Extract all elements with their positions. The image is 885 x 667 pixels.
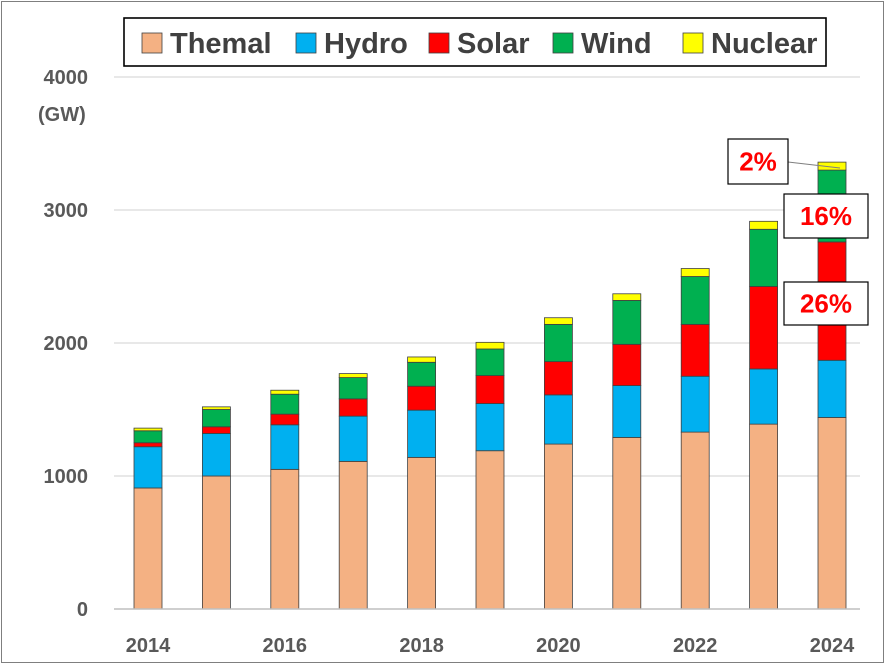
legend-swatch-hydro bbox=[295, 32, 317, 54]
bar-hydro-2014 bbox=[133, 446, 163, 489]
y-tick-label-1000: 1000 bbox=[44, 466, 89, 488]
bar-nuclear-2015 bbox=[201, 406, 231, 410]
legend-swatch-themal bbox=[141, 32, 163, 54]
bar-solar-2015 bbox=[201, 426, 231, 434]
bar-nuclear-2018 bbox=[407, 356, 437, 363]
legend-swatch-nuclear bbox=[682, 32, 704, 54]
legend-label-wind: Wind bbox=[581, 28, 652, 60]
bar-solar-2017 bbox=[338, 398, 368, 417]
callout-label-2pct: 2% bbox=[739, 147, 777, 177]
legend-swatch-solar bbox=[428, 32, 450, 54]
y-tick-label-3000: 3000 bbox=[44, 200, 89, 222]
bar-themal-2020 bbox=[544, 443, 573, 610]
bar-wind-2014 bbox=[133, 430, 163, 444]
legend-label-nuclear: Nuclear bbox=[711, 28, 817, 60]
bar-wind-2018 bbox=[407, 361, 437, 387]
bar-hydro-2023 bbox=[749, 368, 778, 425]
legend-label-hydro: Hydro bbox=[324, 28, 408, 60]
bar-themal-2016 bbox=[270, 468, 300, 610]
legend-swatch-wind bbox=[552, 32, 574, 54]
bar-themal-2014 bbox=[133, 487, 163, 610]
bar-hydro-2022 bbox=[680, 375, 710, 433]
bar-wind-2019 bbox=[475, 348, 505, 376]
bar-themal-2017 bbox=[338, 460, 368, 610]
legend-label-themal: Themal bbox=[170, 28, 272, 60]
legend-box bbox=[123, 17, 827, 67]
bar-solar-2023 bbox=[749, 286, 778, 370]
bar-solar-2014 bbox=[133, 442, 163, 448]
callout-label-26pct: 26% bbox=[800, 289, 852, 319]
x-tick-label-2020: 2020 bbox=[536, 635, 581, 657]
bar-nuclear-2016 bbox=[270, 389, 300, 395]
bar-nuclear-2017 bbox=[338, 373, 368, 378]
x-tick-label-2022: 2022 bbox=[673, 635, 718, 657]
legend: Themal Hydro Solar Wind Nuclear bbox=[123, 17, 827, 67]
callout-box-2pct bbox=[727, 138, 789, 185]
bar-hydro-2021 bbox=[612, 385, 642, 438]
bar-nuclear-2024 bbox=[817, 161, 847, 171]
y-axis-unit-label: (GW) bbox=[38, 104, 86, 126]
bar-hydro-2016 bbox=[270, 424, 300, 470]
bar-nuclear-2022 bbox=[680, 268, 710, 277]
bar-nuclear-2014 bbox=[133, 427, 163, 432]
bar-hydro-2019 bbox=[475, 403, 505, 452]
bar-solar-2022 bbox=[680, 323, 710, 377]
y-tick-label-2000: 2000 bbox=[44, 333, 89, 355]
bar-wind-2023 bbox=[749, 228, 778, 287]
bar-nuclear-2021 bbox=[612, 293, 642, 301]
x-tick-label-2024: 2024 bbox=[810, 635, 855, 657]
bar-hydro-2017 bbox=[338, 415, 368, 462]
callout-box-16pct bbox=[783, 193, 869, 239]
bar-hydro-2020 bbox=[544, 394, 573, 445]
bar-wind-2016 bbox=[270, 393, 300, 415]
bar-wind-2022 bbox=[680, 276, 710, 325]
x-tick-label-2014: 2014 bbox=[126, 635, 171, 657]
bar-nuclear-2023 bbox=[749, 220, 778, 230]
x-tick-label-2018: 2018 bbox=[399, 635, 444, 657]
bar-themal-2019 bbox=[475, 450, 505, 610]
bar-wind-2017 bbox=[338, 377, 368, 400]
bar-themal-2023 bbox=[749, 423, 778, 610]
bar-themal-2018 bbox=[407, 456, 437, 610]
bar-stacks bbox=[133, 161, 847, 610]
y-tick-label-4000: 4000 bbox=[44, 67, 89, 89]
bar-solar-2019 bbox=[475, 375, 505, 404]
bar-themal-2021 bbox=[612, 437, 642, 610]
bar-solar-2021 bbox=[612, 343, 642, 386]
bar-wind-2015 bbox=[201, 409, 231, 428]
bar-hydro-2024 bbox=[817, 359, 847, 418]
bar-hydro-2018 bbox=[407, 409, 437, 458]
callout-box-26pct bbox=[783, 281, 869, 326]
legend-label-solar: Solar bbox=[457, 28, 530, 60]
y-tick-label-0: 0 bbox=[77, 599, 88, 621]
axes: 0 1000 2000 3000 4000 (GW) 2014 2016 2018 2020 202… bbox=[38, 67, 860, 657]
bar-wind-2021 bbox=[612, 300, 642, 345]
bar-themal-2024 bbox=[817, 417, 847, 610]
callout-leader-2pct bbox=[787, 161, 841, 169]
bar-themal-2015 bbox=[201, 475, 231, 610]
bar-solar-2018 bbox=[407, 385, 437, 411]
callout-label-16pct: 16% bbox=[800, 201, 852, 231]
x-tick-label-2016: 2016 bbox=[263, 635, 308, 657]
bar-themal-2022 bbox=[680, 431, 710, 610]
bar-solar-2016 bbox=[270, 413, 300, 426]
bar-wind-2020 bbox=[544, 323, 573, 363]
bar-nuclear-2019 bbox=[475, 341, 505, 350]
percentage-callouts: 2% 16% 26% bbox=[727, 138, 869, 326]
bar-solar-2020 bbox=[544, 361, 573, 396]
bar-nuclear-2020 bbox=[544, 317, 573, 325]
bar-hydro-2015 bbox=[201, 433, 231, 477]
